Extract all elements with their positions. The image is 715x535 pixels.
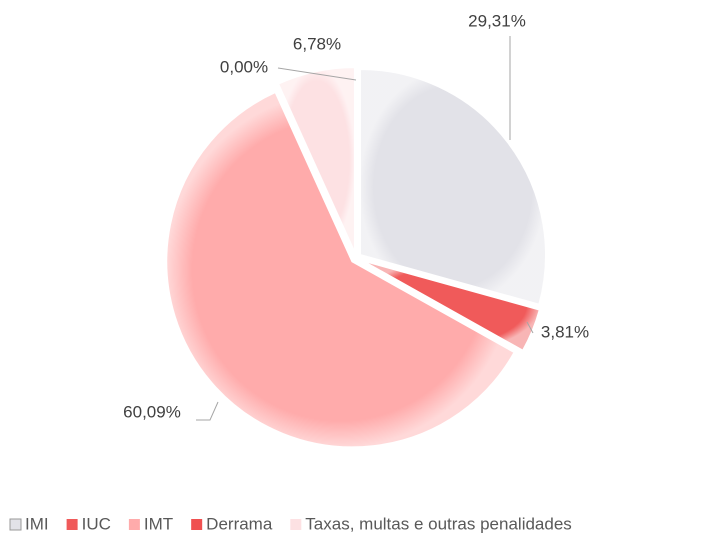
legend-label: IUC [82, 514, 111, 533]
data-label: 0,00% [220, 57, 268, 76]
data-label: 60,09% [123, 402, 181, 421]
legend-marker [191, 519, 203, 530]
slice-shade [277, 84, 354, 254]
legend-marker [66, 519, 78, 530]
legend-label: IMI [25, 514, 49, 533]
leader-line [277, 67, 357, 81]
legend-marker [9, 518, 22, 531]
legend-label: Derrama [206, 514, 273, 533]
slice-shade [166, 92, 515, 448]
data-label: 29,31% [468, 11, 526, 30]
legend-label: Taxas, multas e outras penalidades [305, 514, 572, 533]
data-label: 6,78% [293, 34, 341, 53]
leader-line [196, 401, 219, 421]
slice-shade [359, 68, 546, 305]
slice-shade [360, 259, 540, 351]
legend-label: IMT [144, 514, 173, 533]
legend-marker [128, 519, 140, 530]
data-label: 3,81% [541, 322, 589, 341]
legend-marker [290, 519, 302, 530]
slice-shade [278, 67, 355, 254]
leader-line [526, 321, 534, 334]
